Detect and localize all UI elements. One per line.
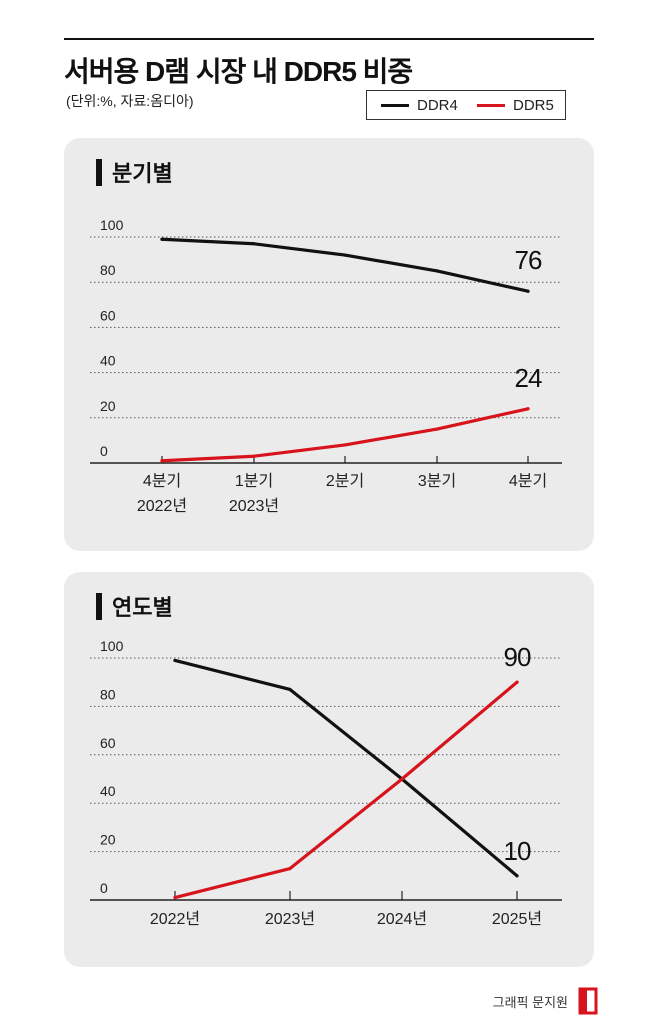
data-point-ddr5 (515, 680, 519, 684)
section-marker (96, 158, 102, 186)
footer: 그래픽 문지원 (493, 987, 598, 1015)
x-category-label: 2분기 (326, 472, 364, 490)
legend-label-ddr4: DDR4 (417, 96, 458, 114)
yearly-panel-header: 연도별 (96, 590, 173, 622)
data-point-ddr5 (435, 427, 439, 431)
series-line-ddr4 (173, 658, 519, 878)
yearly-panel: 연도별 100 80 60 40 20 0 2022년 2023년 2024년 2025년 10 90 (64, 572, 594, 967)
series-line-ddr5 (160, 407, 530, 463)
x-category-label: 2022년 (150, 910, 200, 928)
quarterly-panel-header: 분기별 (96, 156, 173, 188)
series-line-ddr4 (160, 237, 530, 293)
data-point-ddr5 (160, 459, 164, 463)
graphic-credit: 그래픽 문지원 (492, 994, 568, 1010)
x-category-label: 4분기 (143, 472, 181, 490)
legend-swatch-ddr4 (381, 103, 409, 107)
y-tick-label: 60 (100, 735, 116, 751)
y-tick-label: 40 (100, 353, 116, 369)
data-point-ddr5 (288, 866, 292, 871)
data-point-ddr4 (173, 658, 177, 663)
y-tick-label: 100 (100, 638, 124, 654)
unit-source-note: (단위:%, 자료:옴디아) (66, 93, 194, 109)
quarterly-panel-title: 분기별 (112, 161, 173, 186)
y-tick-label: 100 (100, 217, 124, 233)
x-category-label: 3분기 (418, 472, 456, 490)
x-category-label: 1분기 (235, 472, 273, 490)
data-point-ddr5 (173, 895, 177, 900)
data-point-ddr4 (252, 242, 256, 246)
data-point-ddr4 (160, 237, 164, 241)
y-tick-label: 20 (100, 832, 116, 848)
end-value-label-ddr5: 90 (504, 642, 531, 672)
x-category-label: 2024년 (377, 910, 427, 928)
y-tick-label: 0 (100, 443, 108, 459)
data-point-ddr4 (435, 269, 439, 273)
legend: DDR4 DDR5 (366, 90, 566, 120)
yearly-panel-title: 연도별 (112, 595, 173, 620)
x-category-label: 2025년 (492, 910, 542, 928)
legend-label-ddr5: DDR5 (513, 96, 554, 114)
y-tick-label: 80 (100, 262, 116, 278)
data-point-ddr5 (400, 777, 404, 781)
x-category-year-label: 2022년 (137, 497, 187, 515)
y-tick-label: 80 (100, 686, 116, 702)
legend-item-ddr4: DDR4 (381, 91, 458, 119)
quarterly-panel: 분기별 100 80 60 40 20 0 4분기 2022년 1분기 2023년 2분기 3분기 4분… (64, 138, 594, 551)
legend-item-ddr5: DDR5 (477, 91, 554, 119)
top-rule (64, 38, 594, 40)
y-tick-label: 0 (100, 880, 108, 896)
y-tick-label: 20 (100, 398, 116, 414)
data-point-ddr4 (526, 289, 530, 293)
data-point-ddr4 (288, 687, 292, 692)
legend-swatch-ddr5 (477, 103, 505, 107)
y-tick-label: 60 (100, 307, 116, 323)
x-category-label: 4분기 (509, 472, 547, 490)
end-value-label-ddr4: 76 (515, 245, 542, 275)
page-title: 서버용 D램 시장 내 DDR5 비중 (64, 56, 413, 87)
data-point-ddr4 (515, 874, 519, 878)
data-point-ddr4 (343, 253, 347, 257)
x-category-label: 2023년 (265, 910, 315, 928)
yearly-chart: 100 80 60 40 20 0 2022년 2023년 2024년 2025년 10 90 (90, 638, 562, 928)
y-tick-label: 40 (100, 783, 116, 799)
end-value-label-ddr4: 10 (504, 836, 531, 866)
data-point-ddr5 (526, 407, 530, 411)
x-category-year-label: 2023년 (229, 497, 279, 515)
end-value-label-ddr5: 24 (515, 363, 542, 393)
data-point-ddr5 (252, 454, 256, 458)
data-point-ddr5 (343, 443, 347, 447)
quarterly-chart: 100 80 60 40 20 0 4분기 2022년 1분기 2023년 2분기 3분기 4분기 76 2… (90, 217, 562, 515)
publisher-logo-icon (578, 987, 598, 1015)
section-marker (96, 592, 102, 620)
series-line-ddr5 (173, 680, 519, 900)
